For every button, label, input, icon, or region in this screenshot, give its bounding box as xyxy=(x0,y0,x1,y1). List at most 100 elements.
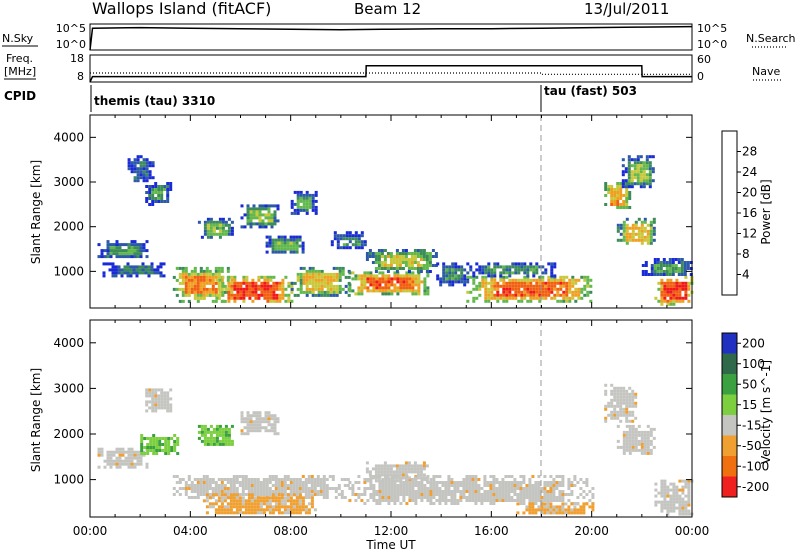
heatmap-cell xyxy=(486,481,490,484)
heatmap-cell xyxy=(255,411,259,415)
heatmap-cell xyxy=(271,238,275,242)
heatmap-cell xyxy=(502,284,506,288)
heatmap-cell xyxy=(425,270,429,273)
heatmap-cell xyxy=(277,478,281,481)
heatmap-cell xyxy=(258,417,262,421)
heatmap-cell xyxy=(610,188,614,191)
heatmap-cell xyxy=(154,191,158,194)
heatmap-cell xyxy=(277,490,281,493)
heatmap-cell xyxy=(317,284,321,288)
heatmap-cell xyxy=(526,281,530,285)
freq-tick-bottom: 8 xyxy=(77,70,84,83)
heatmap-cell xyxy=(562,284,566,288)
heatmap-cell xyxy=(453,490,457,493)
heatmap-cell xyxy=(519,490,523,493)
heatmap-cell xyxy=(651,167,655,171)
heatmap-cell xyxy=(220,266,224,270)
heatmap-cell xyxy=(190,287,194,291)
heatmap-cell xyxy=(538,296,542,300)
heatmap-cell xyxy=(687,293,691,297)
heatmap-cell xyxy=(666,491,670,495)
heatmap-cell xyxy=(451,262,455,266)
heatmap-cell xyxy=(274,490,278,493)
heatmap-cell xyxy=(621,158,625,162)
heatmap-cell xyxy=(675,293,679,297)
heatmap-cell xyxy=(258,225,262,229)
heatmap-cell xyxy=(211,493,215,497)
heatmap-cell xyxy=(628,445,632,449)
heatmap-cell xyxy=(268,487,272,490)
heatmap-cell xyxy=(305,272,309,276)
heatmap-cell xyxy=(517,265,521,269)
heatmap-cell xyxy=(295,238,299,242)
heatmap-cell xyxy=(223,299,227,303)
heatmap-cell xyxy=(292,235,296,239)
heatmap-cell xyxy=(630,182,634,186)
heatmap-cell xyxy=(646,232,650,236)
heatmap-cell xyxy=(139,246,143,250)
heatmap-cell xyxy=(671,273,675,276)
heatmap-cell xyxy=(487,262,491,266)
heatmap-cell xyxy=(666,485,670,489)
heatmap-cell xyxy=(360,243,364,247)
heatmap-cell xyxy=(508,287,512,291)
heatmap-cell xyxy=(232,487,236,490)
heatmap-cell xyxy=(258,219,262,223)
heatmap-cell xyxy=(393,493,397,496)
heatmap-cell xyxy=(287,281,291,285)
heatmap-cell xyxy=(472,271,476,275)
heatmap-cell xyxy=(250,487,254,490)
heatmap-cell xyxy=(187,475,191,478)
heatmap-cell xyxy=(628,395,632,399)
heatmap-cell xyxy=(498,481,502,484)
heatmap-cell xyxy=(534,499,538,502)
heatmap-cell xyxy=(139,453,143,457)
heatmap-cell xyxy=(678,494,682,498)
heatmap-cell xyxy=(577,287,581,291)
heatmap-cell xyxy=(465,499,469,502)
heatmap-cell xyxy=(419,258,423,261)
heatmap-cell xyxy=(522,478,526,481)
heatmap-cell xyxy=(255,417,259,421)
heatmap-cell xyxy=(118,255,122,259)
heatmap-cell xyxy=(259,499,263,503)
heatmap-cell xyxy=(381,487,385,490)
heatmap-cell xyxy=(471,484,475,487)
heatmap-cell xyxy=(610,200,614,203)
heatmap-cell xyxy=(422,264,426,267)
heatmap-cell xyxy=(230,281,234,285)
heatmap-cell xyxy=(136,176,140,180)
heatmap-cell xyxy=(374,258,378,261)
heatmap-cell xyxy=(411,484,415,487)
heatmap-cell xyxy=(146,446,150,449)
heatmap-cell xyxy=(311,293,315,297)
nsky-line xyxy=(89,25,692,51)
heatmap-cell xyxy=(196,493,200,496)
heatmap-cell xyxy=(277,496,281,500)
heatmap-cell xyxy=(245,278,249,282)
heatmap-cell xyxy=(241,481,245,484)
heatmap-cell xyxy=(659,273,663,276)
heatmap-cell xyxy=(384,481,388,484)
heatmap-cell xyxy=(259,490,263,493)
heatmap-cell xyxy=(558,481,562,484)
heatmap-cell xyxy=(169,406,173,410)
heatmap-cell xyxy=(579,493,583,496)
heatmap-cell xyxy=(419,264,423,267)
heatmap-cell xyxy=(652,217,656,221)
heatmap-cell xyxy=(678,299,682,303)
heatmap-cell xyxy=(622,439,626,443)
heatmap-cell xyxy=(564,502,568,506)
heatmap-cell xyxy=(253,478,257,481)
heatmap-cell xyxy=(383,464,387,468)
heatmap-cell xyxy=(396,493,400,496)
heatmap-cell xyxy=(483,484,487,487)
heatmap-cell xyxy=(221,223,225,227)
heatmap-cell xyxy=(616,410,620,414)
heatmap-cell xyxy=(493,271,497,275)
heatmap-cell xyxy=(613,203,617,206)
heatmap-cell xyxy=(284,275,288,279)
heatmap-cell xyxy=(270,225,274,229)
heatmap-cell xyxy=(532,284,536,288)
heatmap-cell xyxy=(254,284,258,288)
